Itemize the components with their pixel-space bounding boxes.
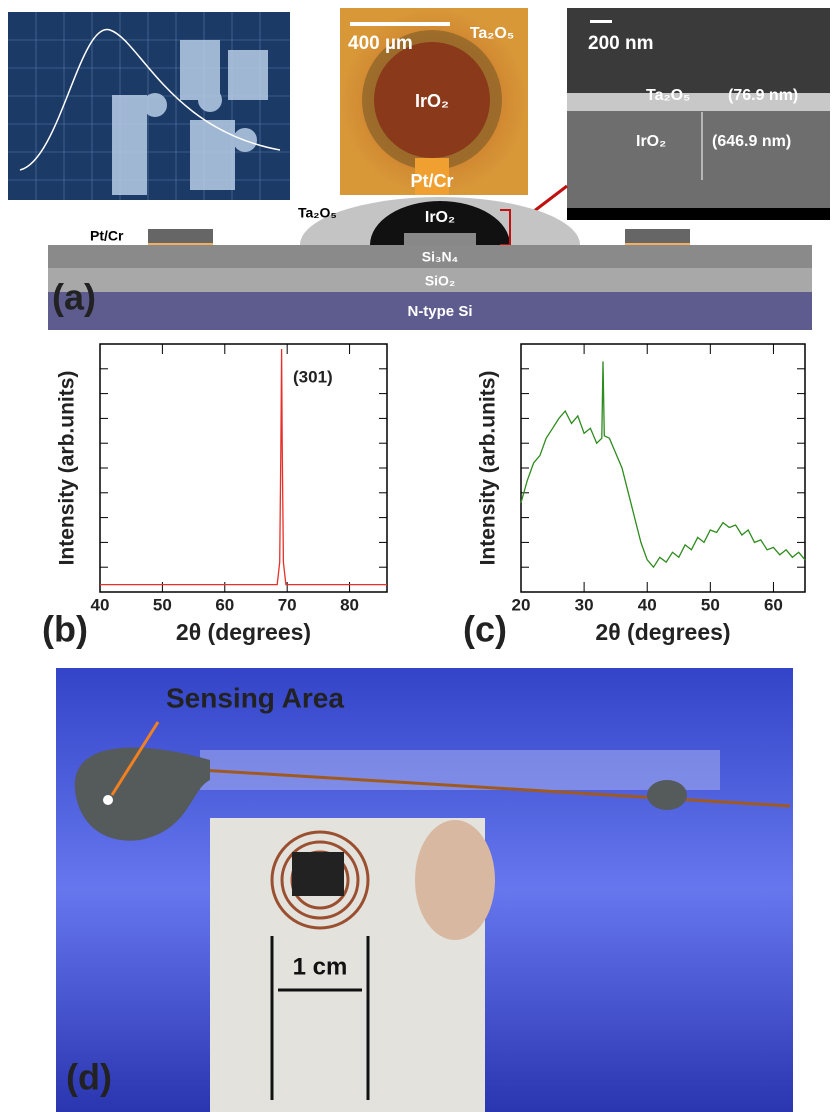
scale-label: 400 µm (348, 33, 413, 54)
page: 400 µm Ta₂O₅ IrO₂ Pt/Cr 200 nm Ta₂O₅ (76… (0, 0, 833, 1112)
label: SiO₂ (425, 273, 455, 289)
x-axis-label: 2θ (degrees) (595, 619, 730, 645)
scale-label: 200 nm (588, 33, 653, 54)
x-tick-label: 60 (764, 595, 783, 614)
label: Ta₂O₅ (470, 25, 514, 42)
data-line (100, 349, 387, 585)
x-tick-label: 30 (575, 595, 594, 614)
label: IrO₂ (425, 209, 455, 226)
sem-footer (567, 208, 830, 220)
x-tick-label: 70 (278, 595, 297, 614)
sensing-spot (103, 795, 113, 805)
figure: 400 µm Ta₂O₅ IrO₂ Pt/Cr 200 nm Ta₂O₅ (76… (0, 0, 833, 1112)
label: IrO₂ (636, 133, 666, 150)
panel-label: (a) (52, 277, 96, 318)
label: Si₃N₄ (422, 249, 458, 265)
data-line (521, 361, 805, 567)
label: Pt/Cr (90, 228, 124, 244)
label: Pt/Cr (410, 171, 453, 191)
x-tick-label: 60 (215, 595, 234, 614)
annotation: Sensing Area (166, 682, 344, 713)
x-tick-label: 50 (153, 595, 172, 614)
label: N-type Si (407, 303, 472, 320)
seal (647, 780, 687, 810)
x-axis-label: 2θ (degrees) (176, 619, 311, 645)
annotation: (301) (293, 367, 333, 386)
scale-label: 1 cm (293, 953, 348, 980)
y-axis-label: Intensity (arb.units) (477, 371, 500, 566)
label: (646.9 nm) (712, 133, 791, 150)
x-tick-label: 20 (512, 595, 531, 614)
label: Ta₂O₅ (298, 205, 337, 221)
y-axis-label: Intensity (arb.units) (56, 371, 79, 566)
scale-bar (350, 22, 450, 26)
panel-label: (c) (463, 609, 507, 650)
finger (415, 820, 495, 940)
x-tick-label: 80 (340, 595, 359, 614)
label: IrO₂ (415, 91, 449, 111)
x-tick-label: 50 (701, 595, 720, 614)
scale-bar (590, 20, 612, 23)
glass-tube (200, 750, 720, 790)
panel-label: (d) (66, 1057, 112, 1098)
pad (148, 229, 213, 245)
chip (292, 852, 344, 896)
x-tick-label: 40 (638, 595, 657, 614)
x-tick-label: 40 (91, 595, 110, 614)
label: Ta₂O₅ (646, 87, 690, 104)
pad (404, 233, 476, 245)
plot-frame (521, 344, 805, 592)
panel-label: (b) (42, 609, 88, 650)
plot-frame (100, 344, 387, 592)
pad (625, 229, 690, 245)
label: (76.9 nm) (728, 87, 798, 104)
